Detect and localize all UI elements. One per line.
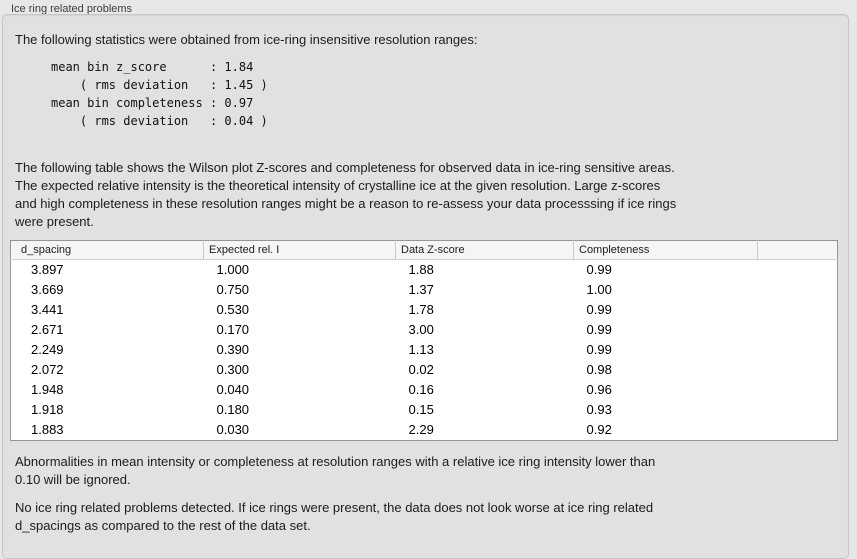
table-header: d_spacing Expected rel. I Data Z-score C…	[10, 240, 838, 260]
ice-ring-panel: The following statistics were obtained f…	[2, 14, 849, 559]
column-header-spacer	[757, 240, 838, 260]
cell-d-spacing: 3.669	[31, 282, 64, 297]
cell-spacer	[758, 380, 838, 400]
cell-d-spacing: 3.441	[31, 302, 64, 317]
cell-spacer	[758, 420, 838, 441]
cell-expected-rel-i: 0.300	[216, 362, 250, 377]
cell-expected-rel-i: 0.750	[216, 282, 250, 297]
stat-completeness-rms-deviation: ( rms deviation : 0.04 )	[51, 114, 268, 128]
cell-expected-rel-i: 0.180	[216, 402, 250, 417]
cell-data-z-score: 1.78	[408, 302, 434, 317]
cell-spacer	[758, 360, 838, 380]
cell-expected-rel-i: 1.000	[216, 262, 250, 277]
cell-completeness: 0.99	[586, 262, 612, 277]
cell-d-spacing: 2.249	[31, 342, 64, 357]
table-row[interactable]: 1.883 0.030 2.29 0.92	[11, 420, 838, 441]
cell-spacer	[758, 400, 838, 420]
cell-spacer	[758, 300, 838, 320]
cell-d-spacing: 3.897	[31, 262, 64, 277]
cell-spacer	[758, 320, 838, 340]
panel-title: Ice ring related problems	[11, 3, 133, 15]
cell-completeness: 0.93	[586, 402, 612, 417]
table-row[interactable]: 3.441 0.530 1.78 0.99	[11, 300, 838, 320]
cell-d-spacing: 2.671	[31, 322, 64, 337]
column-header-d-spacing[interactable]: d_spacing	[10, 240, 204, 260]
cell-data-z-score: 0.15	[408, 402, 434, 417]
table-row[interactable]: 1.948 0.040 0.16 0.96	[11, 380, 838, 400]
cell-completeness: 1.00	[586, 282, 612, 297]
intro-text: The following statistics were obtained f…	[15, 32, 478, 47]
cell-expected-rel-i: 0.390	[216, 342, 250, 357]
cell-expected-rel-i: 0.170	[216, 322, 250, 337]
cell-completeness: 0.98	[586, 362, 612, 377]
table-description: The following table shows the Wilson plo…	[15, 160, 677, 229]
cell-d-spacing: 1.883	[31, 422, 64, 437]
cell-data-z-score: 0.02	[408, 362, 434, 377]
cell-data-z-score: 1.37	[408, 282, 434, 297]
cell-spacer	[758, 260, 838, 281]
cell-completeness: 0.96	[586, 382, 612, 397]
table-row[interactable]: 2.072 0.300 0.02 0.98	[11, 360, 838, 380]
cell-expected-rel-i: 0.530	[216, 302, 250, 317]
cell-completeness: 0.99	[586, 322, 612, 337]
table-row[interactable]: 3.897 1.000 1.88 0.99	[11, 260, 838, 281]
ignore-note: Abnormalities in mean intensity or compl…	[15, 454, 656, 487]
stat-mean-bin-completeness: mean bin completeness : 0.97	[51, 96, 254, 110]
cell-d-spacing: 1.948	[31, 382, 64, 397]
table-row[interactable]: 1.918 0.180 0.15 0.93	[11, 400, 838, 420]
conclusion-text: No ice ring related problems detected. I…	[15, 500, 654, 533]
cell-d-spacing: 1.918	[31, 402, 64, 417]
cell-data-z-score: 2.29	[408, 422, 434, 437]
cell-data-z-score: 3.00	[408, 322, 434, 337]
cell-completeness: 0.99	[586, 302, 612, 317]
cell-spacer	[758, 340, 838, 360]
table-row[interactable]: 2.249 0.390 1.13 0.99	[11, 340, 838, 360]
cell-expected-rel-i: 0.030	[216, 422, 250, 437]
cell-expected-rel-i: 0.040	[216, 382, 250, 397]
cell-data-z-score: 1.13	[408, 342, 434, 357]
cell-spacer	[758, 280, 838, 300]
column-header-completeness[interactable]: Completeness	[573, 240, 758, 260]
table-row[interactable]: 3.669 0.750 1.37 1.00	[11, 280, 838, 300]
column-header-data-z-score[interactable]: Data Z-score	[395, 240, 574, 260]
cell-completeness: 0.92	[586, 422, 612, 437]
ice-ring-table: d_spacing Expected rel. I Data Z-score C…	[10, 240, 838, 441]
table-row[interactable]: 2.671 0.170 3.00 0.99	[11, 320, 838, 340]
cell-data-z-score: 1.88	[408, 262, 434, 277]
column-header-expected-rel-i[interactable]: Expected rel. I	[203, 240, 396, 260]
cell-d-spacing: 2.072	[31, 362, 64, 377]
stat-mean-bin-z-score: mean bin z_score : 1.84	[51, 60, 254, 74]
cell-completeness: 0.99	[586, 342, 612, 357]
stat-z-score-rms-deviation: ( rms deviation : 1.45 )	[51, 78, 268, 92]
cell-data-z-score: 0.16	[408, 382, 434, 397]
stats-block: mean bin z_score : 1.84 ( rms deviation …	[51, 58, 836, 130]
